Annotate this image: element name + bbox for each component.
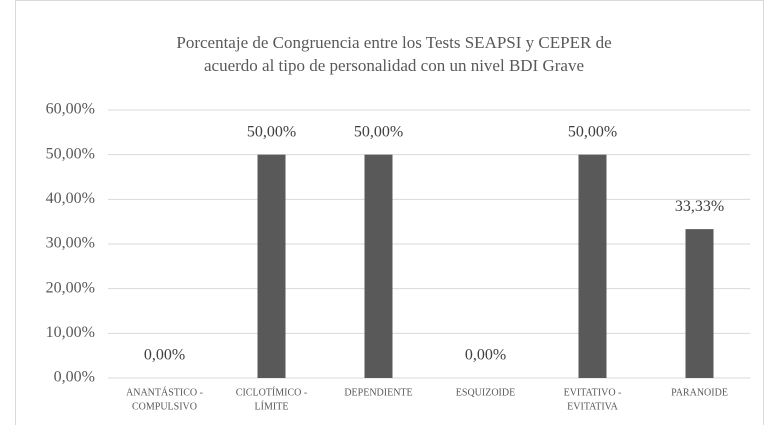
x-tick-label: COMPULSIVO	[132, 401, 197, 412]
chart-title: acuerdo al tipo de personalidad con un n…	[204, 56, 584, 75]
bar	[578, 154, 607, 378]
value-label: 0,00%	[144, 347, 185, 364]
x-tick-label: PARANOIDE	[671, 387, 728, 398]
bar	[364, 154, 393, 378]
x-tick-label: EVITATIVO -	[564, 387, 622, 398]
bar	[257, 154, 286, 378]
y-tick-label: 60,00%	[46, 101, 95, 118]
y-tick-label: 30,00%	[46, 235, 95, 252]
chart-title: Porcentaje de Congruencia entre los Test…	[176, 33, 611, 52]
y-tick-label: 50,00%	[46, 145, 95, 162]
value-label: 50,00%	[354, 123, 403, 140]
y-tick-label: 10,00%	[46, 324, 95, 341]
value-label: 33,33%	[675, 198, 724, 215]
x-tick-label: EVITATIVA	[567, 401, 618, 412]
y-tick-label: 0,00%	[54, 369, 95, 386]
value-label: 50,00%	[247, 123, 296, 140]
bar	[685, 229, 714, 378]
x-tick-label: ANANTÁSTICO -	[126, 386, 203, 398]
x-tick-label: ESQUIZOIDE	[456, 387, 515, 398]
x-tick-label: LÍMITE	[255, 400, 289, 412]
value-label: 0,00%	[465, 347, 506, 364]
x-tick-label: DEPENDIENTE	[344, 387, 412, 398]
value-label: 50,00%	[568, 123, 617, 140]
y-tick-label: 40,00%	[46, 190, 95, 207]
y-tick-label: 20,00%	[46, 279, 95, 296]
x-tick-label: CICLOTÍMICO -	[236, 386, 307, 398]
